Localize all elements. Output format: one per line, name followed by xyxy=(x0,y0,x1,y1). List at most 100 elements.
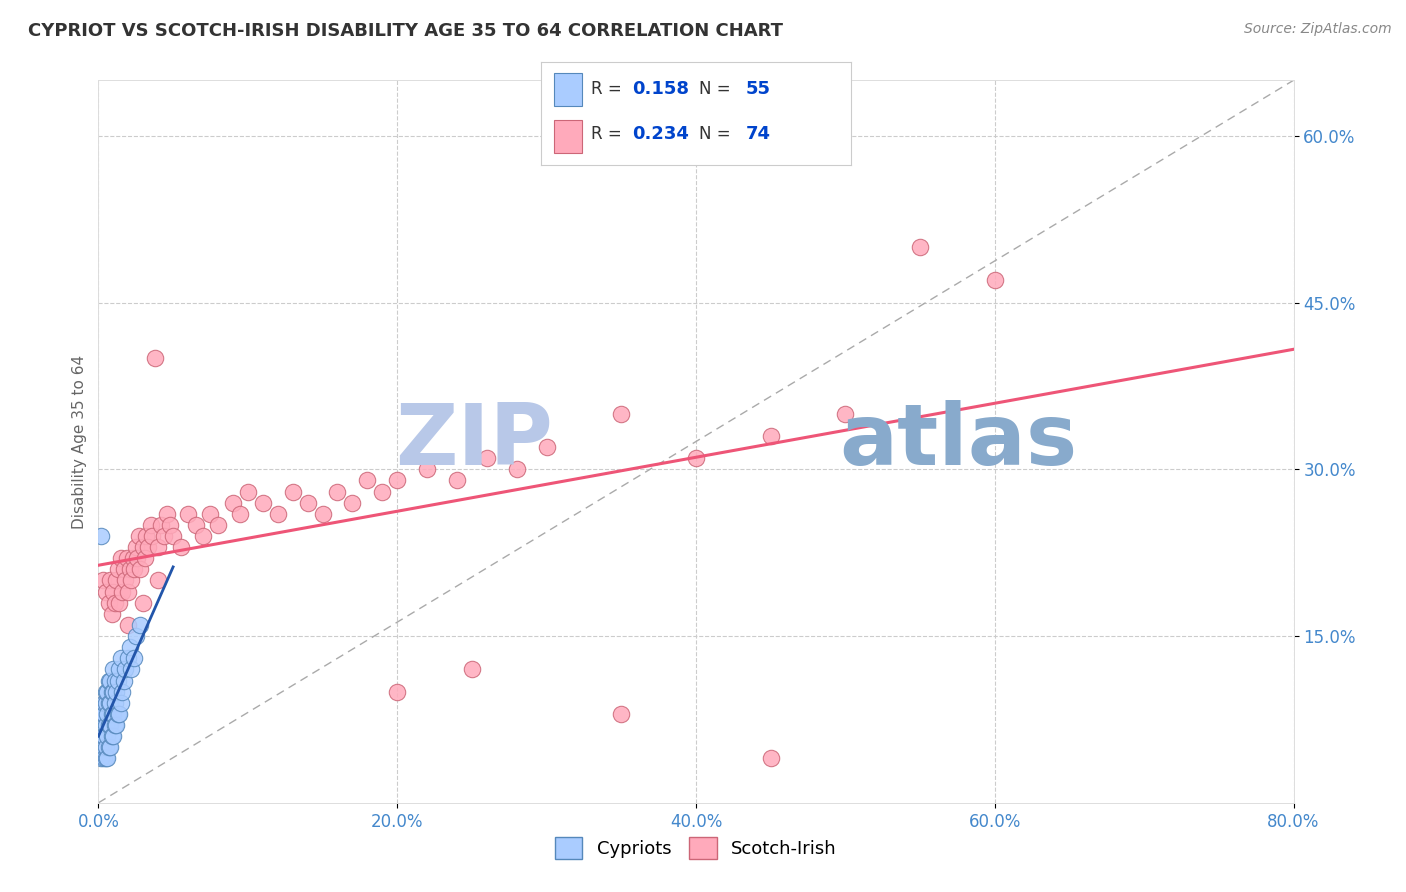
Point xyxy=(114,662,136,676)
Point xyxy=(297,496,319,510)
Text: N =: N = xyxy=(699,79,735,97)
Point xyxy=(101,706,124,721)
Point xyxy=(94,751,117,765)
Point xyxy=(150,517,173,532)
Point xyxy=(148,540,170,554)
Point xyxy=(134,551,156,566)
Legend: Cypriots, Scotch-Irish: Cypriots, Scotch-Irish xyxy=(548,830,844,866)
Text: R =: R = xyxy=(591,79,627,97)
Point xyxy=(207,517,229,532)
Text: 0.234: 0.234 xyxy=(633,125,689,144)
Point xyxy=(103,729,125,743)
Point xyxy=(108,596,131,610)
Point xyxy=(107,706,129,721)
Point xyxy=(97,696,120,710)
Point xyxy=(610,706,633,721)
Point xyxy=(475,451,498,466)
Point xyxy=(96,751,118,765)
Text: 0.158: 0.158 xyxy=(633,79,689,97)
Point xyxy=(191,529,214,543)
Point xyxy=(132,596,155,610)
Point xyxy=(110,651,132,665)
Point xyxy=(89,740,111,755)
Point xyxy=(117,618,139,632)
Point xyxy=(908,240,931,254)
Point xyxy=(281,484,304,499)
Point xyxy=(118,562,141,576)
Point xyxy=(93,706,115,721)
Point xyxy=(356,474,378,488)
Point xyxy=(222,496,245,510)
Point xyxy=(112,673,135,688)
Point xyxy=(110,696,132,710)
Point xyxy=(200,507,222,521)
Point xyxy=(177,507,200,521)
Point xyxy=(97,740,120,755)
Text: 74: 74 xyxy=(745,125,770,144)
Point xyxy=(124,562,146,576)
Point xyxy=(103,662,125,676)
Point xyxy=(610,407,633,421)
Point xyxy=(132,540,155,554)
Point xyxy=(371,484,394,499)
Point xyxy=(110,551,132,566)
Point xyxy=(128,529,150,543)
Point xyxy=(97,673,120,688)
Point xyxy=(136,540,159,554)
Point xyxy=(91,729,114,743)
Point xyxy=(104,673,127,688)
Point xyxy=(108,706,131,721)
Text: Source: ZipAtlas.com: Source: ZipAtlas.com xyxy=(1244,22,1392,37)
Point xyxy=(121,551,143,566)
Text: 55: 55 xyxy=(745,79,770,97)
Point xyxy=(118,640,141,655)
Point xyxy=(124,651,146,665)
Point xyxy=(107,673,129,688)
Point xyxy=(97,596,120,610)
Point xyxy=(94,718,117,732)
Point xyxy=(141,529,163,543)
Point xyxy=(326,484,349,499)
Point xyxy=(103,684,125,698)
Point xyxy=(104,696,127,710)
Point xyxy=(105,718,128,732)
Point xyxy=(342,496,364,510)
Point xyxy=(127,551,149,566)
Point xyxy=(96,706,118,721)
Point xyxy=(98,718,122,732)
Point xyxy=(93,751,115,765)
Point xyxy=(229,507,252,521)
Point xyxy=(984,273,1007,287)
Point xyxy=(111,584,134,599)
Point xyxy=(105,684,128,698)
Point xyxy=(101,729,124,743)
Point xyxy=(461,662,484,676)
Point xyxy=(125,629,148,643)
Point xyxy=(162,529,184,543)
Point xyxy=(117,651,139,665)
Point xyxy=(90,751,112,765)
Point xyxy=(96,729,118,743)
Point xyxy=(94,684,117,698)
Point xyxy=(252,496,274,510)
Point xyxy=(98,673,122,688)
Y-axis label: Disability Age 35 to 64: Disability Age 35 to 64 xyxy=(72,354,87,529)
Point xyxy=(139,517,162,532)
Point xyxy=(311,507,333,521)
FancyBboxPatch shape xyxy=(554,73,582,105)
Point xyxy=(103,706,125,721)
Point xyxy=(129,618,152,632)
Point xyxy=(108,662,131,676)
Point xyxy=(759,429,782,443)
Text: N =: N = xyxy=(699,125,735,144)
Point xyxy=(236,484,259,499)
Point xyxy=(103,584,125,599)
Point xyxy=(446,474,468,488)
Point xyxy=(506,462,529,476)
Point xyxy=(117,584,139,599)
Point xyxy=(143,351,166,366)
Point xyxy=(153,529,176,543)
Point xyxy=(115,551,138,566)
Point xyxy=(120,662,142,676)
Point xyxy=(94,740,117,755)
